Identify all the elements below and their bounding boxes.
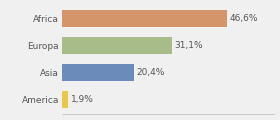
Bar (62, 37, 172, 54)
Bar (62, 91, 68, 108)
Text: 31,1%: 31,1% (174, 41, 203, 50)
Text: 1,9%: 1,9% (71, 95, 94, 104)
Bar (62, 10, 227, 27)
Bar (62, 64, 134, 81)
Text: 20,4%: 20,4% (136, 68, 165, 77)
Text: 46,6%: 46,6% (229, 14, 258, 23)
